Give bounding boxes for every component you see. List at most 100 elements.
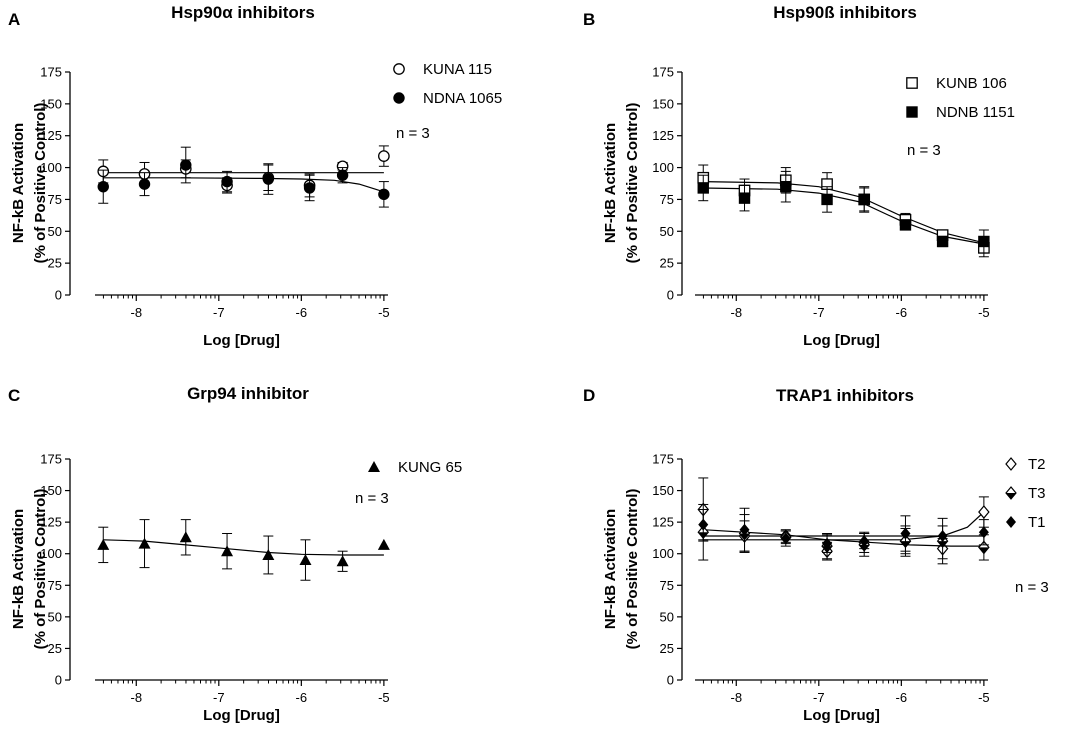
panel-letter: C: [8, 386, 20, 405]
x-tick-label: -8: [130, 305, 142, 320]
sample-size-note: n = 3: [1015, 579, 1049, 596]
y-tick-label: 100: [40, 546, 62, 561]
panel-title: Hsp90ß inhibitors: [773, 3, 917, 22]
legend-label-ndna-1065: NDNA 1065: [423, 90, 502, 107]
data-point-kung-65: [336, 555, 349, 567]
y-tick-label: 25: [48, 641, 62, 656]
data-point-ndna-1065: [336, 169, 349, 181]
x-tick-label: -7: [813, 305, 825, 320]
fit-curve-ndna-1065: [103, 177, 385, 193]
data-point-ndnb-1151: [780, 180, 792, 193]
x-tick-label: -7: [813, 690, 825, 705]
y-axis-title-line2: (% of Positive Control): [32, 103, 49, 264]
y-tick-label: 125: [40, 128, 62, 143]
data-point-t1: [780, 532, 791, 545]
data-point-kung-65: [262, 548, 275, 560]
panel-title: Grp94 inhibitor: [187, 384, 309, 403]
data-point-ndna-1065: [180, 159, 192, 171]
fit-curve-t2: [703, 511, 985, 541]
data-point-ndnb-1151: [858, 193, 870, 206]
panel-letter: A: [8, 10, 20, 29]
y-tick-label: 0: [667, 288, 674, 303]
legend-marker-t2: [1005, 457, 1017, 471]
y-axis-title-line1: NF-kB Activation: [10, 509, 27, 629]
y-tick-label: 25: [660, 641, 674, 656]
y-tick-label: 25: [48, 256, 62, 271]
y-tick-label: 100: [40, 160, 62, 175]
data-point-t1: [900, 527, 911, 540]
x-axis-title: Log [Drug]: [803, 707, 880, 724]
data-point-ndnb-1151: [697, 182, 709, 194]
legend-label-t1: T1: [1028, 514, 1046, 531]
y-tick-label: 0: [55, 673, 62, 688]
y-tick-label: 75: [660, 192, 674, 207]
data-point-kung-65: [377, 538, 390, 550]
x-axis-title: Log [Drug]: [803, 332, 880, 349]
legend-marker-kung-65: [368, 461, 380, 472]
sample-size-note: n = 3: [355, 490, 389, 507]
data-point-kung-65: [299, 554, 312, 566]
x-axis-title: Log [Drug]: [203, 332, 280, 349]
data-point-ndnb-1151: [936, 235, 949, 248]
data-point-ndna-1065: [221, 175, 233, 188]
y-axis-title-line2: (% of Positive Control): [624, 103, 641, 264]
data-point-kung-65: [221, 545, 234, 557]
y-tick-label: 50: [48, 224, 62, 239]
y-tick-label: 0: [667, 673, 674, 688]
x-tick-label: -6: [896, 305, 908, 320]
panel-A: A Hsp90α inhibitors 0 25 50 75 100 125 150 175 -8 -…: [8, 3, 502, 349]
data-point-t1: [698, 518, 709, 531]
y-axis-title-line1: NF-kB Activation: [10, 123, 27, 243]
y-tick-label: 75: [660, 578, 674, 593]
y-tick-label: 125: [40, 515, 62, 530]
legend-marker-ndna-1065: [393, 92, 405, 104]
x-tick-label: -5: [978, 305, 990, 320]
x-tick-label: -5: [978, 690, 990, 705]
y-tick-label: 50: [660, 609, 674, 624]
data-point-ndnb-1151: [821, 193, 833, 206]
y-tick-label: 100: [652, 546, 674, 561]
x-tick-label: -5: [378, 305, 390, 320]
x-tick-label: -8: [130, 690, 142, 705]
sample-size-note: n = 3: [907, 142, 941, 159]
data-point-kuna-115: [378, 150, 390, 162]
y-tick-label: 150: [40, 96, 62, 111]
y-tick-label: 0: [55, 288, 62, 303]
y-axis-title-line1: NF-kB Activation: [602, 509, 619, 629]
data-point-t1: [937, 530, 948, 543]
panel-letter: D: [583, 386, 595, 405]
x-tick-label: -7: [213, 690, 225, 705]
x-axis-title: Log [Drug]: [203, 707, 280, 724]
data-point-ndna-1065: [303, 182, 316, 194]
y-tick-label: 175: [652, 65, 674, 80]
fit-curve-kung-65: [103, 539, 384, 556]
y-tick-label: 175: [40, 65, 62, 80]
y-tick-label: 150: [652, 483, 674, 498]
legend-label-kung-65: KUNG 65: [398, 459, 462, 476]
y-tick-label: 150: [40, 483, 62, 498]
y-axis-title-line1: NF-kB Activation: [602, 123, 619, 243]
y-tick-label: 25: [660, 256, 674, 271]
legend-marker-ndnb-1151: [906, 106, 918, 118]
data-point-ndnb-1151: [899, 219, 912, 231]
legend-label-t2: T2: [1028, 456, 1046, 473]
x-tick-label: -6: [896, 690, 908, 705]
data-point-t2: [978, 505, 990, 519]
legend-label-kuna-115: KUNA 115: [423, 61, 492, 78]
legend-label-t3: T3: [1028, 485, 1046, 502]
data-point-ndnb-1151: [978, 235, 990, 248]
data-point-ndnb-1151: [738, 192, 751, 204]
legend-marker-kuna-115: [393, 63, 405, 75]
x-tick-label: -6: [296, 690, 308, 705]
data-point-t1: [739, 523, 750, 536]
data-point-ndna-1065: [262, 173, 275, 185]
y-axis-title-line2: (% of Positive Control): [32, 489, 49, 650]
panel-D: D TRAP1 inhibitors 0 25 50 75 100 125 150 175 -8 -7…: [583, 386, 1049, 724]
data-point-ndna-1065: [97, 180, 109, 193]
y-tick-label: 175: [652, 452, 674, 467]
data-point-kung-65: [179, 531, 192, 543]
data-point-t1: [822, 537, 833, 550]
x-tick-label: -8: [730, 305, 742, 320]
y-tick-label: 125: [652, 128, 674, 143]
